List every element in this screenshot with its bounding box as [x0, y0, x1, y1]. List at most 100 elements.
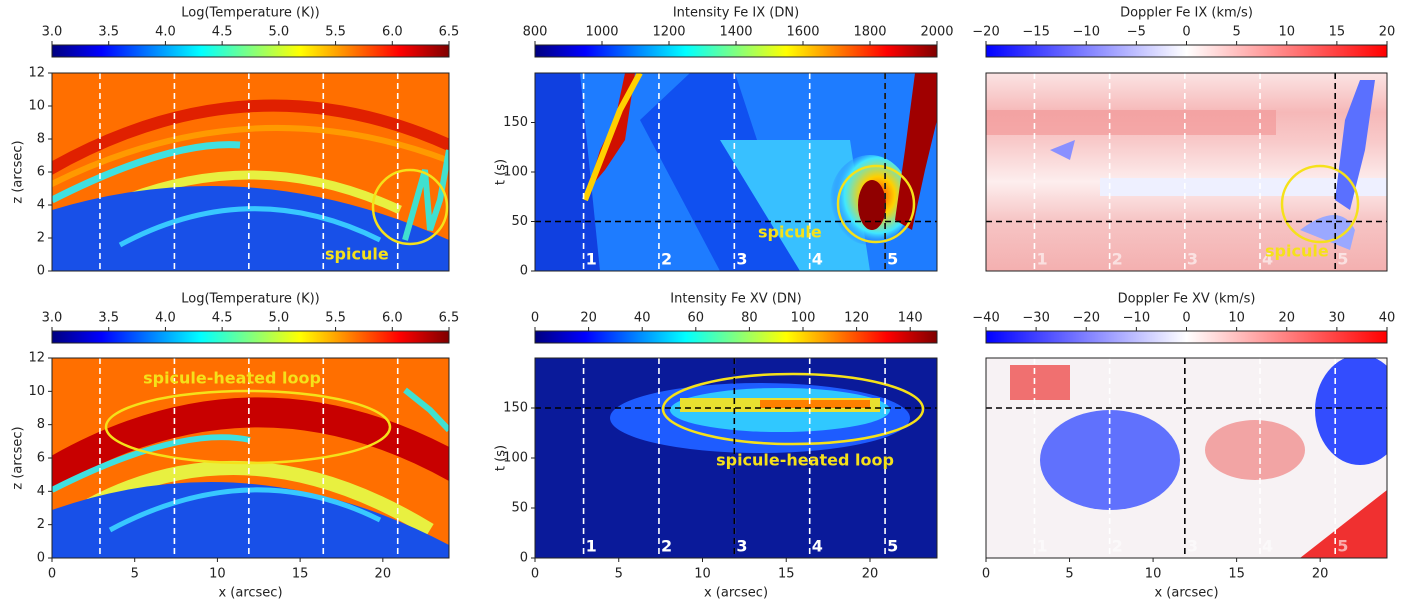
y-tick-label: 2	[37, 517, 45, 532]
slit-label: 5	[887, 250, 898, 269]
y-tick-label: 12	[28, 351, 45, 366]
colorbar-tick-label: 5.0	[269, 311, 290, 326]
y-tick-label: 2	[37, 231, 45, 246]
slit-label: 3	[736, 250, 747, 269]
y-axis-label: z (arcsec)	[11, 426, 26, 489]
colorbar-tick-label: 1400	[719, 25, 752, 40]
slit-label: 5	[1337, 537, 1348, 556]
slit-label: 1	[586, 537, 597, 556]
y-tick-label: 100	[503, 451, 528, 466]
colorbar-tick-label: −10	[1123, 311, 1150, 326]
x-tick-label: 20	[862, 567, 879, 582]
colorbar-tick-label: 40	[634, 311, 651, 326]
colorbar-tick-label: 1200	[652, 25, 685, 40]
y-tick-label: 8	[37, 132, 45, 147]
colorbar-tick-label: 6.5	[439, 25, 460, 40]
axes-frame	[985, 72, 1388, 272]
x-tick-label: 0	[48, 567, 56, 582]
x-tick-label: 15	[292, 567, 309, 582]
image-doppler-fe-xv	[986, 358, 1387, 558]
y-tick-label: 6	[37, 165, 45, 180]
x-axis-label: x (arcsec)	[1154, 586, 1218, 601]
colorbar-tick-label: −30	[1022, 311, 1049, 326]
colorbar-tick-label: 40	[1379, 311, 1396, 326]
colorbar-tick-label: 4.5	[212, 25, 233, 40]
colorbar-tick-label: −15	[1022, 25, 1049, 40]
colorbar-tick-label: 140	[898, 311, 923, 326]
colorbar-tick-label: 3.0	[42, 311, 63, 326]
slit-label: 1	[1036, 250, 1047, 269]
slit-label: 3	[1187, 537, 1198, 556]
x-axis-label: x (arcsec)	[218, 586, 282, 601]
colorbar-tick-label: 3.0	[42, 25, 63, 40]
x-tick-label: 10	[209, 567, 226, 582]
colorbar-label: Log(Temperature (K))	[181, 292, 320, 307]
y-tick-label: 0	[520, 264, 528, 279]
y-tick-label: 50	[511, 501, 528, 516]
colorbar-tick-label: 120	[844, 311, 869, 326]
colorbar-tick-label: 2000	[920, 25, 953, 40]
y-axis-label: t (s)	[494, 445, 509, 471]
colorbar-tick-label: 60	[688, 311, 705, 326]
colorbar-tick-label: 20	[580, 311, 597, 326]
colorbar-tick-label: 5.5	[325, 25, 346, 40]
y-tick-label: 6	[37, 451, 45, 466]
x-tick-label: 0	[982, 567, 990, 582]
colorbar	[51, 44, 450, 58]
colorbar-tick-label: 3.5	[98, 311, 119, 326]
colorbar	[534, 44, 938, 58]
y-tick-label: 100	[503, 165, 528, 180]
y-tick-label: 150	[503, 115, 528, 130]
colorbar-tick-label: 30	[1329, 311, 1346, 326]
colorbar-tick-label: 1800	[853, 25, 886, 40]
colorbar-tick-label: 4.0	[155, 311, 176, 326]
y-tick-label: 4	[37, 484, 45, 499]
colorbar-tick-label: 15	[1329, 25, 1346, 40]
colorbar-label: Log(Temperature (K))	[181, 6, 320, 21]
colorbar-tick-label: 800	[523, 25, 548, 40]
image-intensity-fe-xv	[535, 358, 937, 558]
colorbar-tick-label: 6.0	[382, 25, 403, 40]
colorbar-tick-label: 0	[531, 311, 539, 326]
colorbar-label: Doppler Fe XV (km/s)	[1118, 292, 1256, 307]
x-tick-label: 5	[1065, 567, 1073, 582]
slit-label: 1	[586, 250, 597, 269]
colorbar-tick-label: −10	[1073, 25, 1100, 40]
y-axis-label: t (s)	[494, 159, 509, 185]
x-tick-label: 15	[1228, 567, 1245, 582]
slit-label: 4	[1262, 537, 1273, 556]
colorbar-tick-label: 1600	[786, 25, 819, 40]
colorbar-tick-label: 4.0	[155, 25, 176, 40]
slit-label: 2	[661, 250, 672, 269]
colorbar-tick-label: −5	[1127, 25, 1146, 40]
highlight	[104, 164, 1360, 465]
x-tick-label: 20	[375, 567, 392, 582]
annotation: spicule-heated loop	[143, 369, 321, 388]
colorbar-tick-label: −20	[972, 25, 999, 40]
colorbar	[51, 330, 450, 344]
image-intensity-fe-ix	[535, 73, 937, 271]
image-temperature	[52, 73, 449, 271]
annotation: spicule	[325, 245, 389, 264]
y-tick-label: 0	[37, 264, 45, 279]
slit-label: 4	[812, 250, 823, 269]
colorbar	[534, 330, 938, 344]
colorbar-tick-label: 6.5	[439, 311, 460, 326]
y-tick-label: 150	[503, 401, 528, 416]
colorbar-tick-label: 20	[1379, 25, 1396, 40]
slit-label: 4	[1262, 250, 1273, 269]
colorbar-tick-label: 1000	[585, 25, 618, 40]
x-tick-label: 10	[1145, 567, 1162, 582]
axes-frame	[985, 357, 1388, 559]
slit-label: 3	[1187, 250, 1198, 269]
slit-label: 2	[1112, 537, 1123, 556]
colorbar-label: Doppler Fe IX (km/s)	[1120, 6, 1253, 21]
y-tick-label: 12	[28, 66, 45, 81]
colorbar-tick-label: 10	[1278, 25, 1295, 40]
y-tick-label: 0	[37, 551, 45, 566]
image-temperature	[52, 358, 449, 558]
colorbar-tick-label: 100	[791, 311, 816, 326]
x-tick-label: 20	[1312, 567, 1329, 582]
colorbar-tick-label: 3.5	[98, 25, 119, 40]
